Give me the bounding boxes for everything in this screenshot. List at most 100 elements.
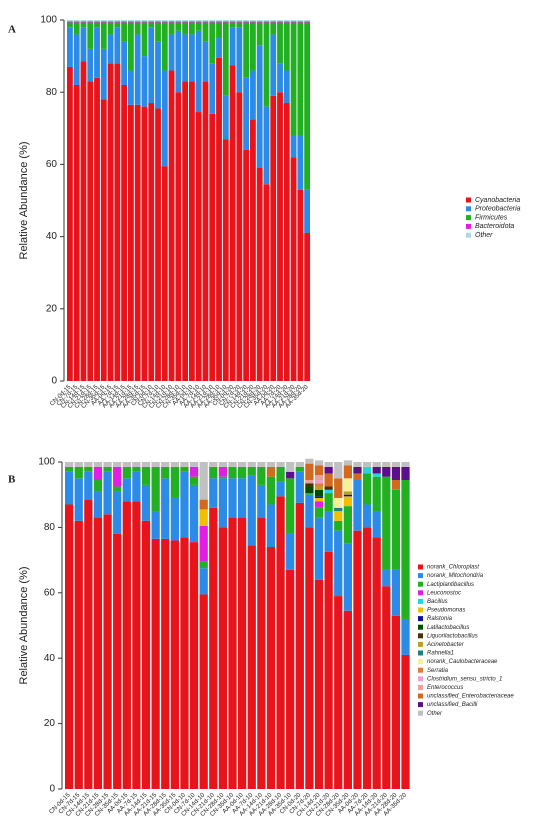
bar-segment <box>161 22 168 71</box>
legend-label: Leuconostoc <box>427 590 461 596</box>
bar-segment <box>305 463 314 480</box>
bar-segment <box>195 30 202 113</box>
bar-segment <box>216 38 222 58</box>
bar-segment <box>314 517 324 580</box>
bar-segment <box>121 41 128 85</box>
bar-segment <box>334 520 343 531</box>
y-tick-label: 80 <box>44 522 56 533</box>
bar-segment <box>372 537 381 789</box>
bar-segment <box>141 462 151 467</box>
legend-label: Clostridium_sensu_stricto_1 <box>427 676 502 682</box>
bar-segment <box>353 530 362 789</box>
bar-segment <box>141 484 151 521</box>
bar-segment <box>170 540 179 789</box>
bar-segment <box>175 22 182 31</box>
bar-segment <box>247 545 256 789</box>
y-tick-label: 0 <box>51 376 57 387</box>
bar-segment <box>266 504 276 548</box>
bar-segment <box>256 168 263 381</box>
legend-swatch <box>418 676 423 682</box>
bar-segment <box>236 92 243 381</box>
bar-segment <box>134 21 141 23</box>
bar-segment <box>222 21 229 23</box>
panel-label: A <box>8 24 16 36</box>
bar-segment <box>277 22 283 64</box>
legend-label: Bacteroidota <box>475 223 514 230</box>
bar-segment <box>250 20 256 22</box>
bar-segment <box>122 478 131 502</box>
bar-segment <box>202 41 209 82</box>
bar-segment <box>304 21 311 23</box>
bar-segment <box>228 478 237 518</box>
bar-segment <box>121 20 128 22</box>
legend-swatch <box>418 710 423 716</box>
bar-segment <box>270 20 277 22</box>
bar-segment <box>209 466 218 479</box>
bar-segment <box>334 497 343 508</box>
bar-segment <box>161 20 168 22</box>
bar-segment <box>243 77 250 150</box>
bar-segment <box>209 20 216 22</box>
bar-segment <box>84 462 93 467</box>
bar-segment <box>87 22 94 49</box>
bar-segment <box>189 542 199 789</box>
bar-segment <box>84 466 93 472</box>
bar-segment <box>304 22 311 190</box>
bar-segment <box>100 20 107 22</box>
legend-swatch <box>418 667 423 673</box>
bar-segment <box>87 48 94 82</box>
bar-segment <box>134 104 141 382</box>
bar-segment <box>93 517 103 789</box>
bar-segment <box>73 21 80 23</box>
bar-segment <box>305 493 314 495</box>
bar-segment <box>324 462 333 467</box>
legend-swatch <box>418 581 423 587</box>
bar-segment <box>362 466 372 474</box>
bar-segment <box>283 20 290 22</box>
bar-segment <box>151 511 160 539</box>
bar-segment <box>67 66 73 382</box>
bar-segment <box>94 21 100 23</box>
bar-segment <box>243 149 250 381</box>
bar-segment <box>229 65 236 381</box>
bar-segment <box>141 520 151 789</box>
bar-segment <box>324 489 333 494</box>
bar-segment <box>107 21 114 23</box>
bar-segment <box>74 462 83 467</box>
bar-segment <box>304 189 311 233</box>
bar-segment <box>168 21 175 23</box>
bar-segment <box>222 139 229 381</box>
legend-swatch <box>418 641 423 647</box>
bar-segment <box>114 63 121 381</box>
bar-segment <box>132 501 141 789</box>
bar-segment <box>222 20 229 22</box>
legend-swatch <box>466 206 471 212</box>
bar-segment <box>122 466 131 479</box>
bar-segment <box>218 476 228 479</box>
bar-segment <box>382 476 391 570</box>
legend-label: Serratia <box>427 668 449 674</box>
bar-segment <box>314 465 324 476</box>
bar-segment <box>218 462 228 467</box>
bar-segment <box>286 462 295 472</box>
bar-segment <box>305 527 314 789</box>
legend-label: Latilactobacillus <box>427 625 469 631</box>
bar-segment <box>93 491 103 518</box>
bar-segment <box>391 466 401 480</box>
bar-segment <box>290 20 297 22</box>
bar-segment <box>155 21 161 23</box>
bar-segment <box>270 21 277 23</box>
bar-segment <box>202 20 209 22</box>
bar-segment <box>286 471 295 479</box>
bar-segment <box>324 486 333 490</box>
bar-segment <box>73 20 80 22</box>
bar-segment <box>209 462 218 467</box>
bar-segment <box>182 34 189 82</box>
bar-segment <box>343 496 352 507</box>
bar-segment <box>161 70 168 167</box>
bar-segment <box>122 501 131 789</box>
legend-label: unclassified_Bacilli <box>427 702 478 708</box>
bar-segment <box>334 462 343 479</box>
bar-segment <box>148 21 155 23</box>
